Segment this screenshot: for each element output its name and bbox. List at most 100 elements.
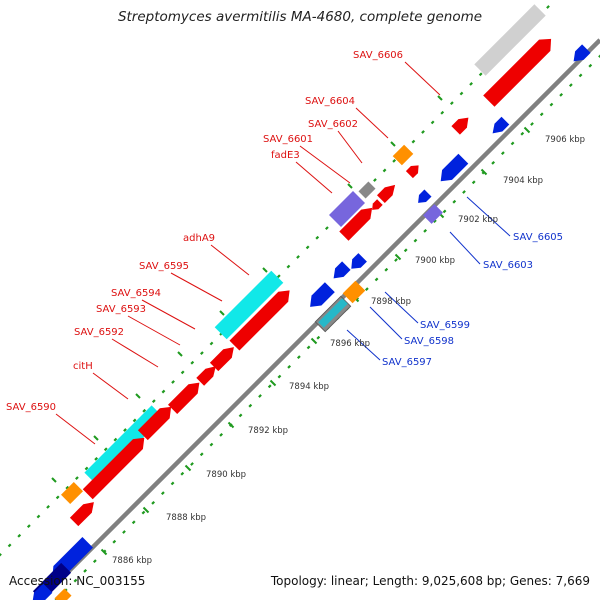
upper-track-dot: [17, 533, 22, 538]
gene-label-fadE3[interactable]: fadE3: [271, 150, 300, 161]
lower-track-dot: [258, 394, 262, 398]
gene-SAV_6604-small: [451, 117, 469, 135]
leader-line-red-3: [299, 145, 351, 184]
gene-label-SAV_6590[interactable]: SAV_6590: [6, 402, 56, 413]
gene-label-SAV_6592[interactable]: SAV_6592: [74, 327, 124, 338]
upper-track-dot: [36, 514, 41, 519]
lower-track-dot: [520, 131, 525, 136]
upper-track-dot: [190, 360, 195, 365]
gene-label-SAV_6605[interactable]: SAV_6605: [513, 232, 563, 243]
leader-line-blue-4: [346, 329, 381, 361]
lower-track-dot: [413, 238, 418, 243]
lower-track-dot: [267, 384, 272, 389]
gene-label-SAV_6593[interactable]: SAV_6593: [96, 304, 146, 315]
upper-track-dot: [113, 437, 118, 442]
lower-track-dot: [238, 413, 243, 418]
gene-SAV_6605-b: [418, 189, 432, 203]
gene-SAV_6594: [209, 347, 234, 372]
gene-label-SAV_6597[interactable]: SAV_6597: [382, 357, 432, 368]
gene-label-adhA9[interactable]: adhA9: [183, 233, 215, 244]
gene-SAV_6590-orange: [61, 482, 83, 504]
lower-track-dot: [306, 345, 311, 350]
kbp-label-7894: 7894 kbp: [289, 382, 329, 392]
upper-track-dot: [26, 524, 31, 529]
upper-track-dot: [411, 139, 416, 144]
gene-SAV_6601-b: [377, 184, 396, 203]
lower-track-dot: [364, 287, 369, 292]
lower-track-dot: [384, 267, 389, 272]
gene-SAV_6607: [573, 44, 591, 62]
gene-label-SAV_6601[interactable]: SAV_6601: [263, 134, 313, 145]
gene-label-SAV_6598[interactable]: SAV_6598: [404, 336, 454, 347]
upper-track-dot: [94, 456, 99, 461]
upper-track-dot: [305, 245, 310, 250]
lower-track-dot: [141, 510, 146, 515]
gene-labels-reverse: SAV_6605 SAV_6603 SAV_6599 SAV_6598 SAV_…: [382, 232, 563, 368]
upper-track-dot: [286, 264, 291, 269]
upper-major-tick: [93, 435, 99, 441]
lower-track-dot: [219, 432, 224, 437]
gene-SAV_6589: [69, 502, 94, 527]
lower-track-dot: [199, 452, 204, 457]
upper-track-dot: [373, 178, 377, 182]
upper-major-tick: [177, 351, 183, 357]
gene-SAV_6593: [196, 366, 216, 386]
upper-track-dot: [55, 495, 60, 500]
lower-major-tick: [227, 421, 235, 429]
gene-fadE3: [329, 191, 365, 227]
gene-SAV_6606: [483, 38, 552, 107]
lower-track-dot: [160, 491, 165, 496]
upper-major-tick: [51, 477, 57, 483]
leader-line-red-7: [141, 299, 196, 330]
gene-label-SAV_6595[interactable]: SAV_6595: [139, 261, 189, 272]
upper-track-dot: [151, 399, 156, 404]
upper-track-dot: [209, 341, 214, 346]
upper-track-dot: [440, 110, 445, 115]
lower-track-dot: [131, 520, 136, 525]
lower-track-dot: [423, 228, 428, 233]
leader-line-blue-2: [384, 291, 419, 324]
gene-SAV_6597: [318, 298, 348, 328]
lower-track-dot: [170, 481, 175, 486]
gene-label-SAV_6602[interactable]: SAV_6602: [308, 119, 358, 130]
kbp-labels: 7886 kbp 7888 kbp 7890 kbp 7892 kbp 7894…: [112, 135, 585, 566]
upper-track-dot: [276, 274, 281, 279]
kbp-label-7892: 7892 kbp: [248, 426, 288, 436]
lower-track-dot: [539, 112, 544, 117]
gene-label-SAV_6594[interactable]: SAV_6594: [111, 288, 161, 299]
upper-track-dot: [103, 447, 108, 452]
upper-track-dot: [200, 351, 204, 355]
gene-label-citH[interactable]: citH: [73, 361, 93, 372]
upper-track-dot: [315, 235, 320, 240]
gene-SAV_6606-gray: [474, 4, 546, 76]
upper-track-dot: [449, 101, 454, 106]
upper-track-dot: [392, 158, 397, 163]
gene-adhA9: [214, 270, 284, 340]
gene-label-SAV_6606[interactable]: SAV_6606: [353, 50, 403, 61]
upper-major-tick: [135, 393, 141, 399]
upper-track-dot: [469, 82, 473, 86]
lower-track-dot: [500, 151, 505, 156]
kbp-label-7904: 7904 kbp: [503, 176, 543, 186]
lower-major-tick: [142, 506, 150, 514]
upper-track-dot: [382, 168, 387, 173]
upper-track-dot: [296, 255, 300, 259]
gene-label-SAV_6604[interactable]: SAV_6604: [305, 96, 355, 107]
lower-track-dot: [559, 92, 564, 97]
lower-track-dot: [374, 277, 379, 282]
leader-line-red-0: [404, 61, 441, 96]
lower-track-dot: [598, 54, 600, 58]
lower-track-dot: [452, 199, 457, 204]
gene-SAV_6592: [168, 382, 200, 414]
gene-SAV_6590: [82, 437, 145, 500]
upper-track-dot: [132, 418, 137, 423]
gene-label-SAV_6599[interactable]: SAV_6599: [420, 320, 470, 331]
gene-label-SAV_6603[interactable]: SAV_6603: [483, 260, 533, 271]
lower-track-dot: [112, 539, 117, 544]
upper-track-dot: [171, 380, 175, 384]
lower-major-tick: [480, 168, 488, 176]
gene-SAV_6603-b: [440, 153, 469, 182]
upper-track-dot: [180, 370, 185, 375]
lower-major-tick: [100, 548, 108, 556]
